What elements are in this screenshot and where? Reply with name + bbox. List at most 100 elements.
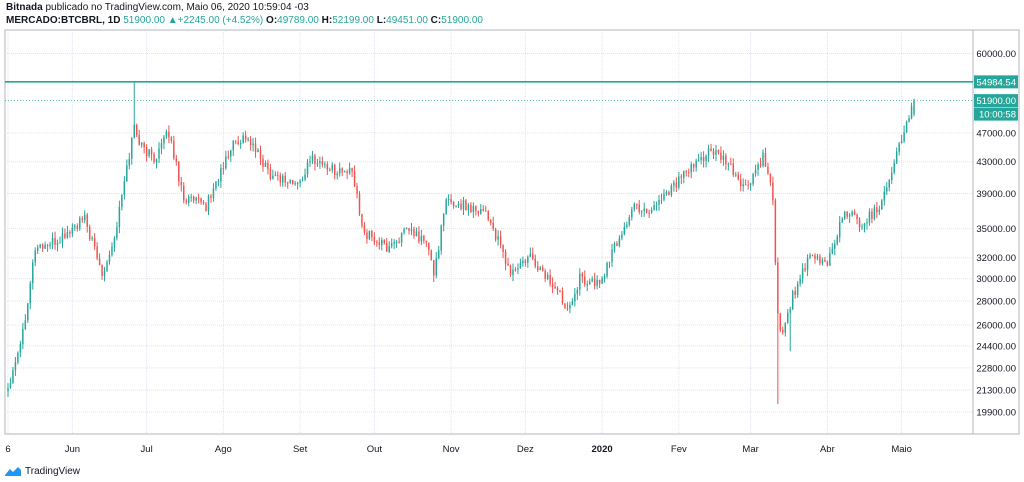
candle-body xyxy=(88,226,91,240)
candle-body xyxy=(816,256,819,259)
x-tick-label: Mar xyxy=(742,444,758,455)
candle-body xyxy=(658,199,660,205)
candle-body xyxy=(230,150,232,157)
candle-body xyxy=(544,270,546,279)
author-name: Bitnada xyxy=(6,2,43,13)
candle-body xyxy=(257,150,259,153)
candle-body xyxy=(737,174,739,180)
candle-body xyxy=(502,244,504,252)
y-tick-label: 39000.00 xyxy=(976,189,1016,200)
candle-body xyxy=(655,204,658,206)
candle-body xyxy=(408,227,410,231)
candle-body xyxy=(319,161,321,164)
candle-body xyxy=(331,164,334,171)
candle-body xyxy=(480,208,482,214)
candle-body xyxy=(86,214,88,227)
open-label: O: xyxy=(266,15,278,26)
low-label: L: xyxy=(376,15,387,26)
candle-body xyxy=(749,183,752,185)
footer: TradingView xyxy=(4,464,80,478)
candle-body xyxy=(259,150,262,159)
candle-body xyxy=(831,248,834,254)
y-tick-label: 43000.00 xyxy=(976,157,1016,168)
last-price-tag xyxy=(974,94,1018,108)
plot-frame xyxy=(4,29,1020,435)
candle-body xyxy=(527,256,529,263)
candle-body xyxy=(232,140,235,151)
countdown-tag xyxy=(974,107,1018,121)
publish-info: publicado no TradingView.com, Maio 06, 2… xyxy=(45,2,309,13)
candle-body xyxy=(329,169,331,171)
candle-body xyxy=(789,309,791,313)
candle-body xyxy=(49,244,51,246)
candle-body xyxy=(725,155,727,165)
candle-body xyxy=(343,171,346,173)
candle-body xyxy=(782,329,784,333)
candle-body xyxy=(890,172,893,180)
candle-body xyxy=(752,173,754,184)
candle-body xyxy=(202,202,205,204)
candle-body xyxy=(51,238,54,245)
candle-body xyxy=(301,179,304,181)
candle-body xyxy=(811,254,814,256)
candle-body xyxy=(687,172,690,174)
candle-body xyxy=(185,200,187,203)
candle-body xyxy=(183,185,185,201)
candle-body xyxy=(650,209,653,213)
candle-body xyxy=(730,163,732,165)
candle-body xyxy=(103,271,106,277)
candle-body xyxy=(457,203,460,206)
candle-body xyxy=(636,203,638,205)
candle-body xyxy=(39,244,41,248)
x-tick-label: Set xyxy=(293,444,308,455)
candle-body xyxy=(717,150,720,153)
candle-body xyxy=(549,274,551,284)
x-tick-label: Out xyxy=(367,444,383,455)
candle-body xyxy=(492,222,494,230)
candle-body xyxy=(264,162,267,167)
candle-body xyxy=(556,288,559,291)
candle-body xyxy=(685,171,688,173)
candle-body xyxy=(779,313,782,330)
candle-body xyxy=(606,262,608,277)
candle-body xyxy=(291,180,294,184)
candle-body xyxy=(140,143,143,145)
candle-body xyxy=(722,155,725,160)
candle-body xyxy=(487,211,489,220)
candle-body xyxy=(423,235,425,241)
candle-body xyxy=(465,200,467,211)
candle-body xyxy=(645,208,648,213)
candle-body xyxy=(720,152,722,160)
candlestick-chart[interactable]: 60000.00 47000.00 43000.00 39000.00 35000.00… xyxy=(0,0,1024,462)
candle-body xyxy=(826,261,829,266)
candle-body xyxy=(452,202,455,206)
candle-body xyxy=(433,260,435,276)
candle-body xyxy=(14,362,17,371)
candle-body xyxy=(368,231,371,240)
candle-body xyxy=(715,150,717,155)
candle-body xyxy=(851,211,853,216)
candle-body xyxy=(838,222,841,237)
x-tick-label: Jun xyxy=(65,444,80,455)
candle-body xyxy=(358,193,361,215)
candle-body xyxy=(829,253,831,266)
candle-body xyxy=(900,141,903,144)
candle-body xyxy=(576,289,579,294)
candle-body xyxy=(497,236,499,240)
candle-body xyxy=(596,279,598,286)
candle-body xyxy=(435,258,437,276)
candle-body xyxy=(128,158,131,166)
candle-body xyxy=(247,139,249,141)
candle-body xyxy=(321,161,324,165)
y-tick-label: 60000.00 xyxy=(976,49,1016,60)
candle-body xyxy=(24,320,27,329)
candle-body xyxy=(603,276,606,279)
candle-body xyxy=(579,273,581,290)
candle-body xyxy=(311,155,314,161)
candle-body xyxy=(593,278,596,286)
candle-body xyxy=(69,232,71,234)
candle-body xyxy=(643,208,645,211)
candle-body xyxy=(707,148,710,156)
candle-body xyxy=(46,244,49,246)
candle-body xyxy=(296,183,299,185)
